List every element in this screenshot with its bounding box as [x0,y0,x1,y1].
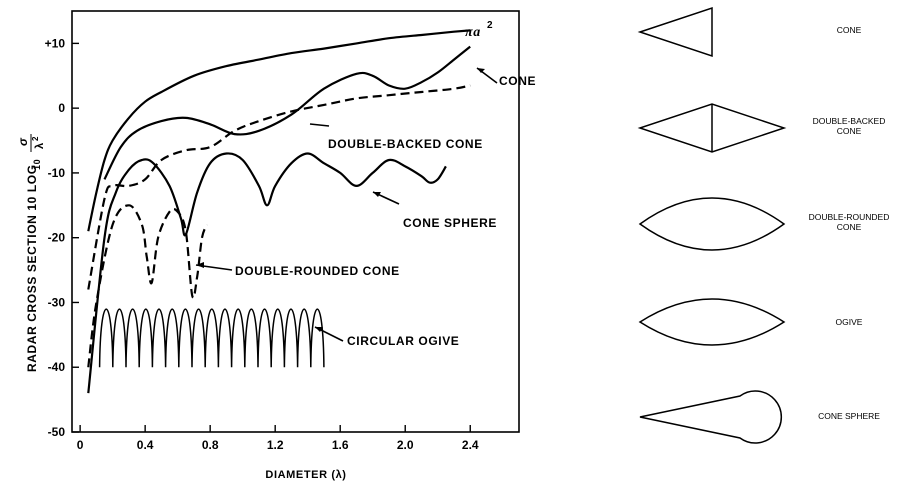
y-tick-label: -20 [48,231,66,245]
circular-ogive-line [98,308,325,368]
annotation-cone: CONE [476,67,536,88]
y-tick-label: +10 [45,36,66,50]
double-rounded-cone-icon [638,197,786,251]
series-layer [87,29,471,394]
shape-label-double-backed-line1: DOUBLE-BACKED [813,116,886,126]
series-line-0 [87,29,471,232]
y-tick-label: -40 [48,360,66,374]
annotation-pi-a-squared: πa 2 [465,20,493,40]
svg-text:πa: πa [465,25,481,40]
shape-label-double-rounded-line2: CONE [837,222,862,232]
shapes-legend: CONE DOUBLE-BACKED CONE DOUBLE-ROUNDED C… [637,6,890,444]
shape-label-double-backed-line2: CONE [837,126,862,136]
svg-text:DOUBLE-BACKED CONE: DOUBLE-BACKED CONE [328,137,483,151]
svg-text:DOUBLE-ROUNDED CONE: DOUBLE-ROUNDED CONE [235,264,400,278]
svg-text:CIRCULAR OGIVE: CIRCULAR OGIVE [347,334,459,348]
circular-ogive-series [98,308,325,368]
shape-label-double-rounded-line1: DOUBLE-ROUNDED [809,212,890,222]
svg-text:CONE: CONE [499,74,536,88]
ogive-icon [638,298,786,346]
y-tick-label: -30 [48,295,66,309]
shape-label-cone: CONE [837,25,862,35]
y-axis-label: RADAR CROSS SECTION 10 LOG [25,164,39,372]
series-line-1 [103,45,471,180]
x-tick-label: 0.4 [137,438,154,452]
y-tick-label: 0 [58,101,65,115]
series-line-4 [87,204,208,368]
series-line-2 [87,84,471,290]
x-tick-label: 2.0 [397,438,414,452]
series-line-3 [87,152,447,394]
shape-label-cone-sphere: CONE SPHERE [818,411,880,421]
x-tick-label: 1.2 [267,438,284,452]
cone-icon [637,6,713,58]
x-axis-ticks: 0 0.4 0.8 1.2 1.6 2.0 2.4 [77,425,479,452]
x-tick-label: 0 [77,438,84,452]
cone-sphere-icon [639,390,782,444]
svg-text:2: 2 [487,20,493,31]
x-tick-label: 1.6 [332,438,349,452]
y-axis-label-group: RADAR CROSS SECTION 10 LOG 10 σ λ 2 [16,134,46,372]
y-axis-ticks: +10 0 -10 -20 -30 -40 -50 [45,36,79,439]
plot-frame [71,10,520,433]
x-axis-label: DIAMETER (λ) [265,469,346,481]
annotation-double-backed-cone: DOUBLE-BACKED CONE [309,123,483,151]
y-axis-label-lambda: λ [34,142,46,149]
x-tick-label: 0.8 [202,438,219,452]
annotation-cone-sphere: CONE SPHERE [372,191,497,230]
x-tick-label: 2.4 [462,438,479,452]
annotation-double-rounded-cone: DOUBLE-ROUNDED CONE [195,262,400,278]
svg-text:CONE SPHERE: CONE SPHERE [403,216,497,230]
shape-label-ogive: OGIVE [836,317,863,327]
y-tick-label: -10 [48,166,66,180]
y-axis-label-sigma: σ [16,137,30,146]
annotation-circular-ogive: CIRCULAR OGIVE [314,326,459,348]
y-axis-label-exponent: 2 [31,136,40,141]
y-tick-label: -50 [48,425,66,439]
y-axis-label-subscript: 10 [32,159,42,170]
double-backed-cone-icon [637,103,787,153]
